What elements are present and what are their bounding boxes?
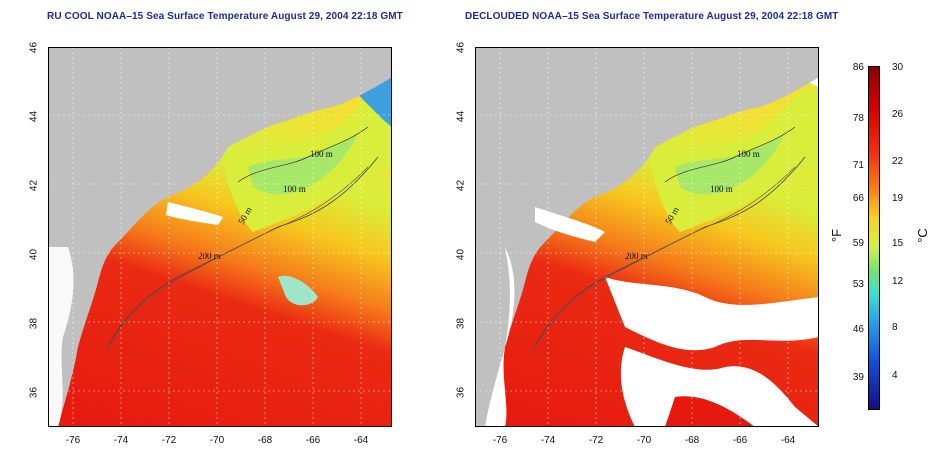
cb-c-tick: 22 xyxy=(892,156,904,167)
contour-label-200m: 200 m xyxy=(625,251,648,261)
nearshore-mask xyxy=(535,207,605,242)
contour-shelf xyxy=(664,126,796,183)
cloud-mask-a xyxy=(605,277,819,351)
lon-tick-left: -68 xyxy=(257,435,273,446)
land-mass xyxy=(48,47,392,427)
lon-tick-left: -66 xyxy=(305,435,321,446)
cb-c-tick: 4 xyxy=(892,370,898,381)
contour-100m xyxy=(102,166,369,358)
panel-title-right: DECLOUDED NOAA–15 Sea Surface Temperatur… xyxy=(465,11,839,22)
coastal-clouds xyxy=(48,247,74,427)
lat-tick-right: 46 xyxy=(455,41,467,54)
lat-tick-left: 36 xyxy=(28,386,40,399)
contour-100m xyxy=(529,166,796,358)
lon-tick-left: -76 xyxy=(65,435,81,446)
lon-tick-left: -64 xyxy=(353,435,369,446)
cb-f-tick: 86 xyxy=(852,62,864,73)
lon-tick-right: -68 xyxy=(684,435,700,446)
cb-f-tick: 39 xyxy=(852,372,864,383)
sst-map-left: 100 m 100 m 50 m 200 m xyxy=(48,47,392,427)
lat-tick-right: 38 xyxy=(455,317,467,330)
lat-tick-left: 46 xyxy=(28,41,40,54)
cb-f-tick: 78 xyxy=(852,113,864,124)
lat-tick-left: 42 xyxy=(28,179,40,192)
warm-patch xyxy=(665,396,755,427)
coastal-clouds xyxy=(485,247,515,427)
lat-tick-right: 40 xyxy=(455,248,467,261)
cb-f-tick: 53 xyxy=(852,279,864,290)
lat-tick-right: 44 xyxy=(455,110,467,123)
cb-f-tick: 46 xyxy=(852,324,864,335)
map-frame xyxy=(475,47,819,427)
contour-label-100m-b: 100 m xyxy=(283,184,306,194)
long-island-sound xyxy=(166,202,223,225)
cloud-patch xyxy=(278,275,318,306)
cloud-mask-b xyxy=(620,347,819,427)
sst-map-right: 100 m 100 m 50 m 200 m xyxy=(475,47,819,427)
graticule xyxy=(475,47,819,427)
map-frame xyxy=(48,47,392,427)
panel-title-left: RU COOL NOAA–15 Sea Surface Temperature … xyxy=(47,11,403,22)
cb-unit-fahrenheit: °F xyxy=(829,228,845,243)
lon-tick-left: -74 xyxy=(113,435,129,446)
land-mass xyxy=(475,47,819,427)
lon-tick-right: -74 xyxy=(540,435,556,446)
lon-tick-right: -70 xyxy=(636,435,652,446)
contour-label-200m: 200 m xyxy=(198,251,221,261)
georges-bank-cool xyxy=(675,132,785,195)
lat-tick-right: 36 xyxy=(455,386,467,399)
sst-map-right-canvas: 100 m 100 m 50 m 200 m xyxy=(475,47,819,427)
cb-unit-celsius: °C xyxy=(914,228,930,243)
cb-c-tick: 26 xyxy=(892,109,904,120)
lon-tick-right: -66 xyxy=(732,435,748,446)
cb-c-tick: 30 xyxy=(892,62,904,73)
cb-f-tick: 59 xyxy=(852,238,864,249)
lat-tick-left: 40 xyxy=(28,248,40,261)
lon-tick-left: -72 xyxy=(161,435,177,446)
lon-tick-right: -72 xyxy=(588,435,604,446)
sst-map-left-canvas: 100 m 100 m 50 m 200 m xyxy=(48,47,392,427)
contour-shelf xyxy=(237,126,369,183)
cb-c-tick: 8 xyxy=(892,322,898,333)
contour-label-100m-a: 100 m xyxy=(310,149,333,159)
lon-tick-right: -64 xyxy=(780,435,796,446)
lat-tick-left: 44 xyxy=(28,110,40,123)
cb-c-tick: 15 xyxy=(892,238,904,249)
contour-label-100m-a: 100 m xyxy=(737,149,760,159)
lat-tick-left: 38 xyxy=(28,317,40,330)
graticule xyxy=(48,47,392,427)
cb-f-tick: 71 xyxy=(852,160,864,171)
lon-tick-left: -70 xyxy=(209,435,225,446)
colorbar xyxy=(868,66,880,410)
lon-tick-right: -76 xyxy=(492,435,508,446)
cb-f-tick: 66 xyxy=(852,193,864,204)
georges-bank-cool xyxy=(248,132,358,195)
cb-c-tick: 12 xyxy=(892,276,904,287)
contour-label-100m-b: 100 m xyxy=(710,184,733,194)
lat-tick-right: 42 xyxy=(455,179,467,192)
cb-c-tick: 19 xyxy=(892,193,904,204)
